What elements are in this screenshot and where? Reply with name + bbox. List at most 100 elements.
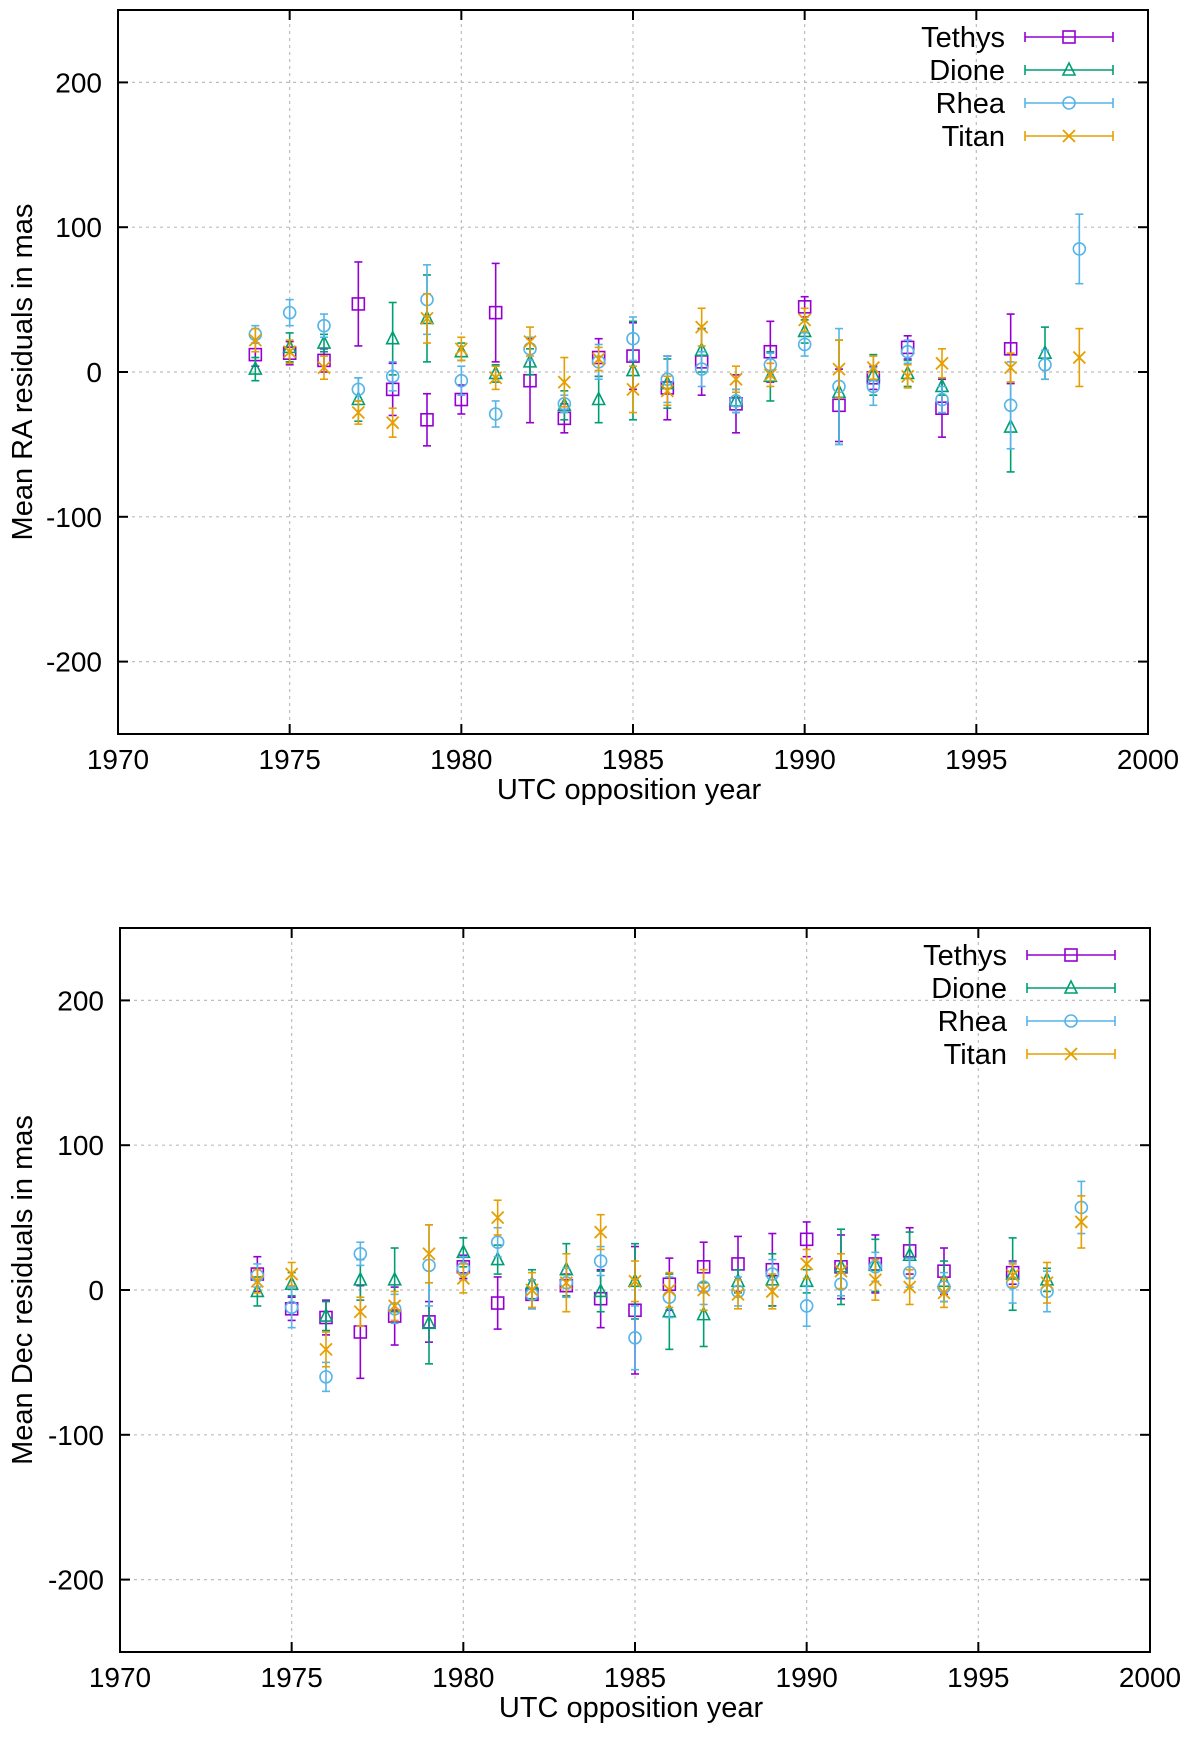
legend-item-titan: Titan	[944, 1039, 1116, 1071]
y-tick-label: -100	[46, 502, 102, 533]
grid	[120, 928, 1150, 1652]
data-point	[697, 1283, 711, 1297]
y-tick-label: -100	[48, 1420, 104, 1451]
data-point	[694, 362, 709, 376]
data-point	[799, 1299, 814, 1313]
error-bar	[800, 332, 809, 357]
legend-label: Rhea	[936, 88, 1006, 120]
data-point	[765, 1284, 779, 1299]
data-point	[422, 1247, 436, 1261]
data-point	[1006, 1268, 1020, 1283]
data-point	[387, 1271, 402, 1286]
error-bar	[423, 392, 431, 447]
legend-marker	[1064, 948, 1078, 962]
data-point	[628, 1330, 642, 1345]
error-bar	[802, 1284, 811, 1327]
data-point	[763, 368, 777, 382]
data-point	[731, 1287, 745, 1301]
error-bar	[491, 400, 500, 428]
data-point	[454, 373, 469, 388]
data-point	[488, 407, 503, 421]
data-point	[250, 1274, 264, 1288]
y-tick-label: 100	[55, 212, 102, 243]
data-point	[488, 305, 503, 320]
error-bar	[491, 262, 500, 363]
data-point	[695, 320, 709, 334]
data-point	[935, 392, 949, 407]
y-axis-title: Mean RA residuals in mas	[7, 204, 39, 541]
error-bar	[493, 1276, 502, 1330]
data-point	[385, 369, 400, 384]
data-point	[388, 1299, 402, 1313]
error-bar	[1041, 349, 1049, 381]
legend-marker	[1062, 30, 1076, 44]
legend-label: Tethys	[921, 22, 1005, 54]
data-point	[626, 331, 640, 346]
legend-marker	[1061, 61, 1077, 76]
data-point	[797, 337, 812, 352]
data-point	[317, 318, 331, 333]
data-point	[489, 371, 503, 385]
data-point	[696, 1305, 711, 1321]
legend-label: Titan	[944, 1039, 1007, 1071]
legend-marker	[1062, 129, 1076, 143]
legend-item-rhea: Rhea	[938, 1006, 1116, 1038]
error-bar	[320, 313, 328, 339]
data-point	[592, 352, 606, 366]
data-point	[351, 382, 366, 397]
error-bar	[356, 1241, 365, 1267]
data-point	[937, 1286, 951, 1300]
legend-marker	[1062, 96, 1076, 110]
series-titan	[250, 1195, 1088, 1368]
y-tick-label: -200	[48, 1565, 104, 1596]
data-point	[282, 305, 297, 320]
data-point	[490, 1296, 505, 1310]
error-bar	[457, 365, 466, 396]
data-point	[1072, 350, 1086, 365]
series-dione	[248, 274, 1053, 473]
data-point	[317, 361, 331, 375]
error-bar	[388, 361, 397, 392]
error-bar	[697, 350, 706, 388]
legend-marker	[1064, 1014, 1078, 1028]
data-point	[798, 313, 812, 327]
y-tick-label: 200	[57, 985, 104, 1016]
data-point	[385, 329, 400, 345]
x-tick-label: 1995	[945, 744, 1007, 775]
data-point	[351, 297, 366, 311]
error-bar	[938, 385, 946, 414]
data-point	[800, 1257, 814, 1271]
grid	[118, 10, 1148, 734]
data-point	[318, 1307, 334, 1322]
data-point	[490, 1235, 505, 1250]
x-tick-label: 1990	[776, 1662, 838, 1693]
data-point	[1003, 398, 1018, 413]
legend-item-tethys: Tethys	[921, 22, 1114, 54]
data-point	[283, 345, 297, 359]
legend-item-dione: Dione	[931, 973, 1116, 1005]
series-titan	[248, 293, 1086, 438]
chart-2: 1970 1975 1980 1985 1990 1995 2000 -200 -100 0 100…	[7, 927, 1181, 1724]
data-point	[834, 1264, 848, 1278]
data-point	[1074, 1215, 1088, 1229]
x-tick-label: 2000	[1117, 744, 1179, 775]
data-point	[490, 1250, 505, 1266]
x-tick-label: 1970	[89, 1662, 151, 1693]
legend-marker	[1063, 979, 1079, 994]
data-point	[1040, 1276, 1054, 1290]
x-tick-label: 1980	[432, 1662, 494, 1693]
data-point	[628, 1274, 642, 1288]
data-point	[593, 1282, 608, 1298]
data-point	[866, 379, 881, 394]
data-point	[729, 372, 743, 386]
data-point	[1004, 361, 1018, 375]
data-point	[557, 375, 571, 389]
error-bar	[629, 316, 637, 362]
legend-label: Dione	[929, 55, 1005, 87]
data-point	[250, 1282, 265, 1298]
data-point	[799, 1232, 814, 1247]
data-point	[832, 362, 846, 376]
data-point	[353, 1271, 368, 1286]
